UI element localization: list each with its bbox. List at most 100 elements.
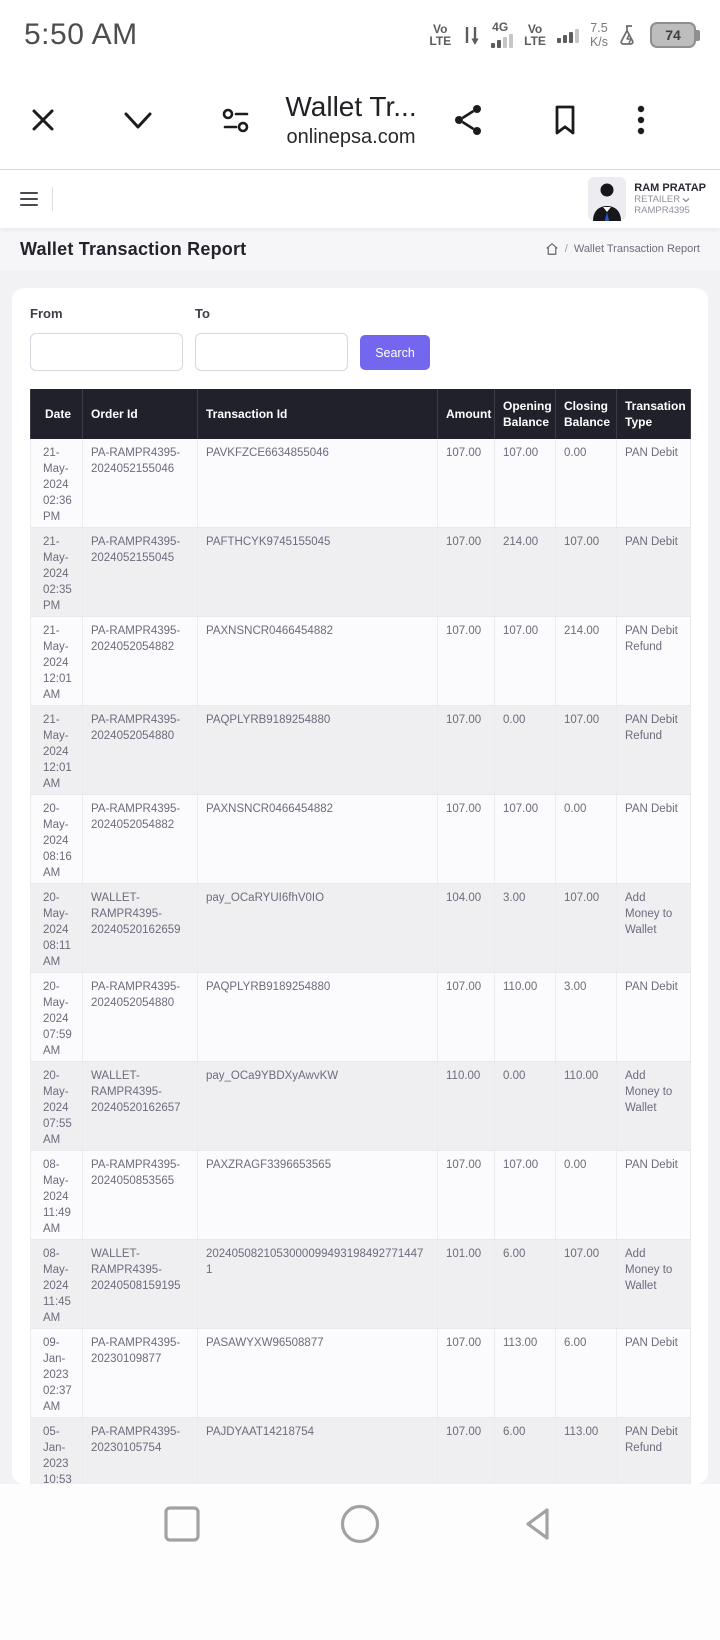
cell-transaction-id: PAFTHCYK9745155045 [197, 527, 438, 617]
cell-opening-balance: 107.00 [494, 1150, 556, 1240]
volte-left-indicator: Vo LTE [429, 22, 452, 48]
from-date-input[interactable] [30, 333, 183, 371]
page-content: From To Search Date Order Id Tran [0, 270, 720, 1484]
cell-order-id: PA-RAMPR4395-2024052054880 [82, 705, 198, 795]
cell-opening-balance: 110.00 [494, 972, 556, 1062]
signal-4g-indicator: 4G [491, 21, 514, 48]
table-row: 20- May- 2024 07:55 AM WALLET-RAMPR4395-2024… [30, 1061, 691, 1151]
cell-closing-balance: 0.00 [555, 439, 617, 528]
cell-date: 20- May- 2024 07:55 AM [30, 1061, 83, 1151]
table-row: 09- Jan- 2023 02:37 AM PA-RAMPR4395-20230109… [30, 1328, 691, 1418]
cell-date: 21- May- 2024 02:36 PM [30, 439, 83, 528]
cell-amount: 107.00 [437, 439, 495, 528]
signal-bars-icon [556, 28, 579, 43]
browser-page-title: Wallet Tr... [285, 90, 417, 122]
overflow-menu-icon[interactable] [636, 102, 646, 138]
col-header-opening-balance: Opening Balance [494, 389, 556, 439]
cell-order-id: PA-RAMPR4395-20230105754 [82, 1417, 198, 1484]
back-button[interactable] [516, 1502, 560, 1546]
cell-closing-balance: 3.00 [555, 972, 617, 1062]
col-header-closing-balance: Closing Balance [555, 389, 617, 439]
cell-type: PAN Debit [616, 527, 691, 617]
cell-transaction-id: PAXZRAGF3396653565 [197, 1150, 438, 1240]
table-row: 08- May- 2024 11:49 AM PA-RAMPR4395-20240508… [30, 1150, 691, 1240]
cell-date: 20- May- 2024 08:16 AM [30, 794, 83, 884]
home-icon[interactable] [545, 242, 559, 256]
cell-opening-balance: 0.00 [494, 1061, 556, 1151]
cell-opening-balance: 107.00 [494, 616, 556, 706]
close-icon[interactable] [26, 103, 60, 137]
cell-order-id: PA-RAMPR4395-2024052054880 [82, 972, 198, 1062]
browser-title-block: Wallet Tr... onlinepsa.com [266, 90, 436, 150]
recents-button[interactable] [160, 1502, 204, 1546]
col-header-type: Transation Type [616, 389, 691, 439]
home-button[interactable] [338, 1502, 382, 1546]
status-time: 5:50 AM [24, 18, 138, 51]
android-nav-bar [0, 1484, 720, 1640]
cell-date: 21- May- 2024 12:01 AM [30, 616, 83, 706]
cell-transaction-id: PAXNSNCR0466454882 [197, 616, 438, 706]
cell-opening-balance: 3.00 [494, 883, 556, 973]
menu-hamburger-icon[interactable] [20, 191, 38, 207]
cell-amount: 101.00 [437, 1239, 495, 1329]
search-button[interactable]: Search [360, 335, 430, 370]
page-title: Wallet Transaction Report [20, 238, 247, 259]
battery-saver-flask-icon [619, 23, 639, 47]
cell-transaction-id: PAQPLYRB9189254880 [197, 705, 438, 795]
page-title-bar: Wallet Transaction Report / Wallet Trans… [0, 228, 720, 270]
cell-opening-balance: 6.00 [494, 1417, 556, 1484]
bookmark-icon[interactable] [550, 102, 580, 138]
user-menu[interactable]: RAM PRATAP RETAILER RAMPR4395 [588, 177, 706, 221]
cell-date: 08- May- 2024 11:49 AM [30, 1150, 83, 1240]
cell-type: PAN Debit Refund [616, 1417, 691, 1484]
report-card: From To Search Date Order Id Tran [12, 288, 708, 1484]
breadcrumb-current: Wallet Transaction Report [573, 243, 700, 255]
cell-transaction-id: PAVKFZCE6634855046 [197, 439, 438, 528]
chevron-down-icon[interactable] [118, 103, 158, 137]
table-row: 20- May- 2024 07:59 AM PA-RAMPR4395-20240520… [30, 972, 691, 1062]
cell-opening-balance: 214.00 [494, 527, 556, 617]
table-row: 21- May- 2024 02:35 PM PA-RAMPR4395-20240521… [30, 527, 691, 617]
table-row: 08- May- 2024 11:45 AM WALLET-RAMPR4395-2024… [30, 1239, 691, 1329]
table-row: 21- May- 2024 12:01 AM PA-RAMPR4395-20240520… [30, 705, 691, 795]
cell-closing-balance: 107.00 [555, 527, 617, 617]
cell-date: 21- May- 2024 02:35 PM [30, 527, 83, 617]
cell-amount: 110.00 [437, 1061, 495, 1151]
cell-closing-balance: 0.00 [555, 794, 617, 884]
cell-closing-balance: 110.00 [555, 1061, 617, 1151]
cell-order-id: PA-RAMPR4395-2024052054882 [82, 616, 198, 706]
transactions-tbody: 21- May- 2024 02:36 PM PA-RAMPR4395-20240521… [30, 439, 691, 1484]
cell-amount: 107.00 [437, 527, 495, 617]
to-date-input[interactable] [195, 333, 348, 371]
cell-type: PAN Debit [616, 1328, 691, 1418]
chevron-down-small-icon [682, 197, 690, 202]
cell-amount: 104.00 [437, 883, 495, 973]
table-row: 21- May- 2024 12:01 AM PA-RAMPR4395-20240520… [30, 616, 691, 706]
cell-order-id: PA-RAMPR4395-2024052155045 [82, 527, 198, 617]
col-header-order-id: Order Id [82, 389, 198, 439]
cell-order-id: PA-RAMPR4395-20230109877 [82, 1328, 198, 1418]
cell-type: PAN Debit Refund [616, 705, 691, 795]
cell-closing-balance: 214.00 [555, 616, 617, 706]
cell-opening-balance: 6.00 [494, 1239, 556, 1329]
cell-date: 21- May- 2024 12:01 AM [30, 705, 83, 795]
cell-type: PAN Debit [616, 439, 691, 528]
cell-date: 20- May- 2024 08:11 AM [30, 883, 83, 973]
cell-order-id: PA-RAMPR4395-2024050853565 [82, 1150, 198, 1240]
user-id: RAMPR4395 [634, 205, 690, 216]
app-header: RAM PRATAP RETAILER RAMPR4395 [0, 170, 720, 228]
cell-order-id: PA-RAMPR4395-2024052054882 [82, 794, 198, 884]
cell-date: 09- Jan- 2023 02:37 AM [30, 1328, 83, 1418]
cell-order-id: PA-RAMPR4395-2024052155046 [82, 439, 198, 528]
cell-order-id: WALLET-RAMPR4395-20240508159195 [82, 1239, 198, 1329]
table-row: 20- May- 2024 08:16 AM PA-RAMPR4395-20240520… [30, 794, 691, 884]
cell-amount: 107.00 [437, 1328, 495, 1418]
cell-closing-balance: 113.00 [555, 1417, 617, 1484]
share-icon[interactable] [450, 101, 486, 139]
cell-amount: 107.00 [437, 1417, 495, 1484]
cell-opening-balance: 113.00 [494, 1328, 556, 1418]
cell-transaction-id: 20240508210530000994931984927714471 [197, 1239, 438, 1329]
cell-amount: 107.00 [437, 794, 495, 884]
tune-settings-icon[interactable] [220, 103, 252, 137]
updown-arrows-icon [462, 23, 480, 47]
